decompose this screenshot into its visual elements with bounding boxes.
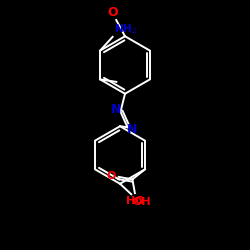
Text: HO: HO bbox=[126, 196, 144, 206]
Text: NH$_2$: NH$_2$ bbox=[114, 22, 137, 36]
Text: OH: OH bbox=[132, 197, 151, 207]
Text: O: O bbox=[106, 172, 116, 181]
Text: O: O bbox=[107, 6, 118, 19]
Text: N: N bbox=[111, 103, 121, 116]
Text: N: N bbox=[127, 123, 138, 136]
